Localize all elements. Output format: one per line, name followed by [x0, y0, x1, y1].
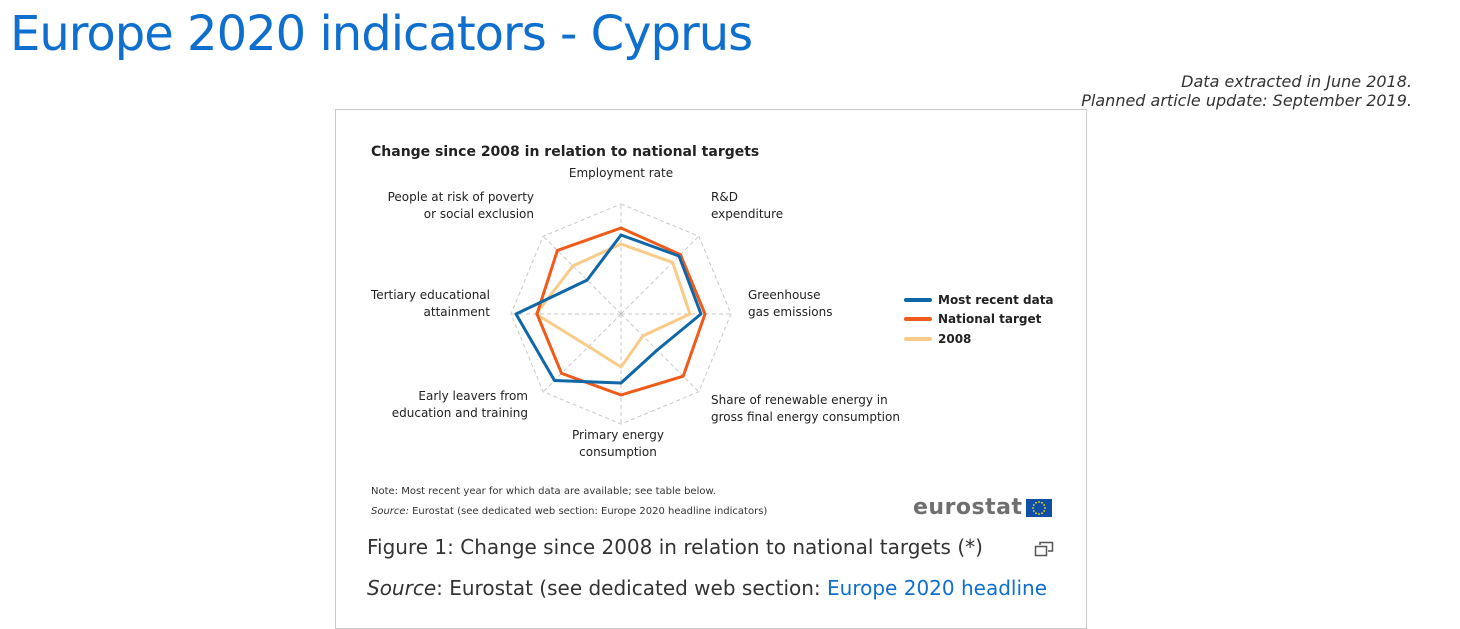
axis-label: Share of renewable energy in — [711, 393, 888, 407]
source-label: Source — [367, 576, 437, 600]
eu-star — [1037, 500, 1040, 503]
chart-note-block: Note: Most recent year for which data ar… — [371, 482, 767, 522]
eu-star — [1032, 509, 1035, 512]
radar-series-2008 — [534, 242, 692, 369]
page-title: Europe 2020 indicators - Cyprus — [10, 6, 753, 62]
axis-label: People at risk of poverty — [388, 190, 534, 204]
radar-spoke — [620, 235, 700, 315]
legend-swatch-2008 — [904, 336, 932, 341]
chart-source-label: Source: — [371, 506, 409, 517]
axis-label: Employment rate — [569, 166, 673, 180]
eu-star — [1040, 511, 1043, 514]
eu-star — [1042, 509, 1045, 512]
chart-source-text: Eurostat (see dedicated web section: Eur… — [408, 506, 768, 517]
radar-grid — [510, 203, 732, 425]
legend-item-national-target: National target — [904, 310, 1054, 330]
legend-item-2008: 2008 — [904, 329, 1054, 349]
axis-label: or social exclusion — [424, 207, 534, 221]
chart-source: Source: Eurostat (see dedicated web sect… — [371, 502, 767, 522]
legend-swatch-national-target — [904, 317, 932, 322]
legend-swatch-most-recent — [904, 297, 932, 302]
legend-label: 2008 — [938, 331, 972, 346]
figure-box: Change since 2008 in relation to nationa… — [335, 109, 1087, 629]
chart-note: Note: Most recent year for which data ar… — [371, 486, 716, 497]
radar-spoke — [542, 235, 622, 315]
axis-label: consumption — [579, 445, 657, 459]
chart-legend: Most recent data National target 2008 — [904, 290, 1054, 349]
eu-star — [1034, 501, 1037, 504]
figure-caption: Figure 1: Change since 2008 in relation … — [367, 535, 983, 559]
eu-flag-icon — [1025, 498, 1052, 517]
eu-star — [1042, 503, 1045, 506]
legend-label: National target — [938, 312, 1042, 327]
radar-series-most-recent-data — [514, 233, 703, 385]
planned-update-text: Planned article update: September 2019. — [1081, 91, 1412, 110]
eu-star — [1034, 511, 1037, 514]
radar-spoke — [620, 313, 700, 393]
axis-label: gas emissions — [748, 305, 832, 319]
source-text: : Eurostat (see dedicated web section: — [436, 576, 828, 600]
legend-label: Most recent data — [938, 292, 1054, 307]
axis-label: Tertiary educational — [370, 288, 490, 302]
figure-source: Source: Eurostat (see dedicated web sect… — [367, 576, 1047, 600]
axis-label: gross final energy consumption — [711, 410, 900, 424]
eurostat-logo: eurostat — [913, 495, 1052, 520]
axis-label: Greenhouse — [748, 288, 821, 302]
radar-chart: Employment rate R&D expenditure Greenhouse g… — [370, 166, 900, 459]
axis-label: education and training — [392, 406, 528, 420]
eu-star — [1043, 506, 1046, 509]
eu-star — [1037, 512, 1040, 515]
expand-icon[interactable] — [1034, 541, 1054, 557]
eu-star — [1040, 501, 1043, 504]
radar-series-national-target — [535, 226, 707, 397]
axis-label: expenditure — [711, 207, 783, 221]
article-meta: Data extracted in June 2018. Planned art… — [1081, 72, 1412, 110]
radar-spoke — [542, 313, 622, 393]
axis-label: Early leavers from — [418, 389, 528, 403]
logo-text: eurostat — [913, 495, 1023, 520]
data-extracted-text: Data extracted in June 2018. — [1181, 72, 1412, 91]
legend-item-most-recent: Most recent data — [904, 290, 1054, 310]
eu-star — [1031, 506, 1034, 509]
eu-star — [1032, 503, 1035, 506]
chart-title: Change since 2008 in relation to nationa… — [371, 144, 760, 160]
axis-label: Primary energy — [572, 428, 664, 442]
europe-2020-link[interactable]: Europe 2020 headline — [827, 576, 1048, 600]
axis-label: R&D — [711, 190, 738, 204]
axis-label: attainment — [424, 305, 491, 319]
